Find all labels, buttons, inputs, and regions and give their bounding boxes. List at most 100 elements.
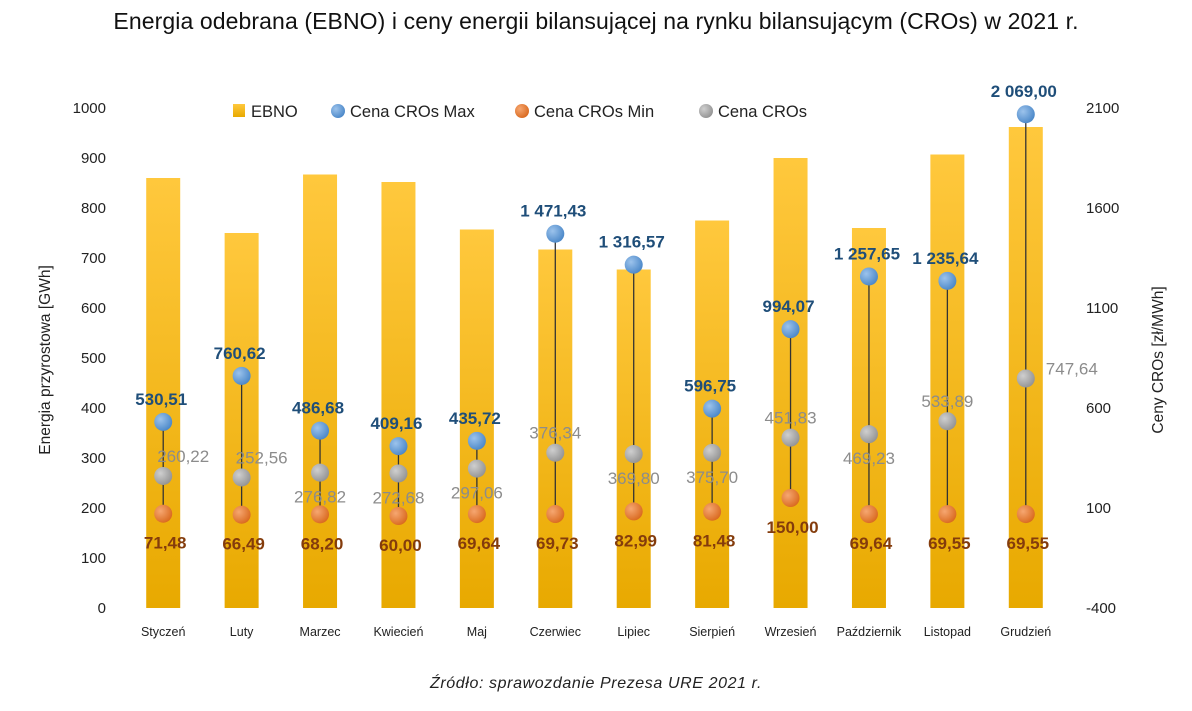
max-price-label-10: 1 257,65 — [834, 244, 900, 263]
x-category-label-5: Maj — [467, 625, 487, 639]
max-price-label-6: 1 471,43 — [520, 202, 586, 221]
x-category-label-10: Październik — [837, 625, 902, 639]
min-price-point-1 — [154, 504, 173, 523]
x-category-label-1: Styczeń — [141, 625, 186, 639]
legend-min-price-marker — [515, 104, 529, 118]
min-price-label-4: 60,00 — [379, 536, 422, 555]
x-category-label-9: Wrzesień — [765, 625, 817, 639]
avg-price-label-5: 297,06 — [451, 484, 503, 503]
min-price-point-10 — [859, 505, 878, 524]
y-right-tick-1100: 1100 — [1086, 300, 1118, 317]
ebno-bar-4 — [381, 182, 416, 608]
y-left-axis-title: Energia przyrostowa [GWh] — [37, 265, 54, 455]
x-category-label-12: Grudzień — [1000, 625, 1051, 639]
legend-avg-price-label: Cena CROs — [718, 103, 807, 121]
y-left-tick-500: 500 — [81, 350, 106, 367]
max-price-point-6 — [546, 224, 565, 243]
avg-price-point-4 — [389, 464, 408, 483]
min-price-point-7 — [624, 502, 643, 521]
avg-price-point-11 — [938, 412, 957, 431]
y-left-tick-700: 700 — [81, 250, 106, 267]
max-price-point-12 — [1016, 105, 1035, 124]
x-category-label-11: Listopad — [924, 625, 971, 639]
y-left-tick-1000: 1000 — [73, 100, 106, 117]
max-price-point-1 — [154, 412, 173, 431]
max-price-label-5: 435,72 — [449, 409, 501, 428]
min-price-label-5: 69,64 — [458, 534, 501, 553]
avg-price-point-12 — [1016, 369, 1035, 388]
x-category-label-7: Lipiec — [617, 625, 650, 639]
chart-title: Energia odebrana (EBNO) i ceny energii b… — [113, 8, 1079, 34]
min-price-point-9 — [781, 489, 800, 507]
max-price-point-5 — [467, 431, 486, 450]
max-price-label-1: 530,51 — [135, 390, 187, 409]
ebno-bar-5 — [459, 229, 494, 608]
avg-price-label-3: 276,82 — [294, 488, 346, 507]
min-price-point-8 — [703, 502, 722, 521]
avg-price-label-11: 533,89 — [921, 392, 973, 411]
max-price-point-11 — [938, 271, 957, 290]
avg-price-label-7: 369,80 — [608, 469, 660, 488]
avg-price-point-1 — [154, 466, 173, 485]
y-right-tick-100: 100 — [1086, 500, 1111, 517]
min-price-label-2: 66,49 — [222, 535, 265, 554]
min-price-label-8: 81,48 — [693, 532, 736, 551]
avg-price-point-3 — [311, 463, 330, 482]
avg-price-label-6: 376,34 — [529, 424, 581, 443]
max-price-label-8: 596,75 — [684, 377, 736, 396]
avg-price-label-8: 375,70 — [686, 468, 738, 487]
avg-price-point-5 — [467, 459, 486, 478]
min-price-label-9: 150,00 — [767, 518, 819, 537]
min-price-point-4 — [389, 507, 408, 525]
y-left-tick-800: 800 — [81, 200, 106, 217]
legend-ebno: EBNO — [233, 103, 298, 121]
min-price-label-12: 69,55 — [1007, 534, 1050, 553]
avg-price-label-12: 747,64 — [1046, 359, 1098, 378]
avg-price-label-1: 260,22 — [157, 447, 209, 466]
y-left-tick-400: 400 — [81, 400, 106, 417]
y-right-tick-2100: 2100 — [1086, 100, 1119, 117]
ebno-bar-3 — [303, 174, 338, 608]
min-price-label-10: 69,64 — [850, 534, 893, 553]
y-right-tick-1600: 1600 — [1086, 200, 1119, 217]
max-price-point-10 — [859, 267, 878, 286]
max-price-label-11: 1 235,64 — [912, 249, 979, 268]
y-left-tick-100: 100 — [81, 550, 106, 567]
source-note: Źródło: sprawozdanie Prezesa URE 2021 r. — [430, 675, 762, 692]
legend-min-price-label: Cena CROs Min — [534, 103, 654, 121]
max-price-label-7: 1 316,57 — [599, 233, 665, 252]
max-price-point-9 — [781, 320, 800, 339]
max-price-point-2 — [232, 366, 251, 385]
legend-avg-price: Cena CROs — [699, 103, 807, 121]
y-left-tick-200: 200 — [81, 500, 106, 517]
max-price-label-3: 486,68 — [292, 399, 344, 418]
max-price-point-8 — [703, 399, 722, 418]
y-right-tick--400: -400 — [1086, 600, 1116, 617]
avg-price-point-8 — [703, 443, 722, 462]
legend-max-price-label: Cena CROs Max — [350, 103, 475, 121]
legend-ebno-label: EBNO — [251, 103, 298, 121]
avg-price-label-2: 252,56 — [236, 448, 288, 467]
avg-price-point-10 — [859, 425, 878, 444]
x-category-label-4: Kwiecień — [373, 625, 423, 639]
min-price-label-6: 69,73 — [536, 534, 579, 553]
y-left-tick-300: 300 — [81, 450, 106, 467]
avg-price-label-10: 469,23 — [843, 449, 895, 468]
legend-max-price: Cena CROs Max — [331, 103, 475, 121]
max-price-point-4 — [389, 437, 408, 456]
min-price-point-11 — [938, 505, 957, 524]
min-price-point-3 — [311, 505, 330, 524]
y-left-tick-900: 900 — [81, 150, 106, 167]
legend-ebno-swatch — [233, 104, 245, 117]
x-category-label-6: Czerwiec — [530, 625, 581, 639]
min-price-label-1: 71,48 — [144, 534, 187, 553]
min-price-point-2 — [232, 505, 251, 524]
legend-avg-price-marker — [699, 104, 713, 118]
legend-min-price: Cena CROs Min — [515, 103, 654, 121]
y-left-tick-0: 0 — [98, 600, 106, 617]
ebno-bar-1 — [146, 178, 181, 608]
avg-price-label-4: 272,68 — [372, 488, 424, 507]
max-price-point-3 — [311, 421, 330, 440]
min-price-label-3: 68,20 — [301, 534, 344, 553]
